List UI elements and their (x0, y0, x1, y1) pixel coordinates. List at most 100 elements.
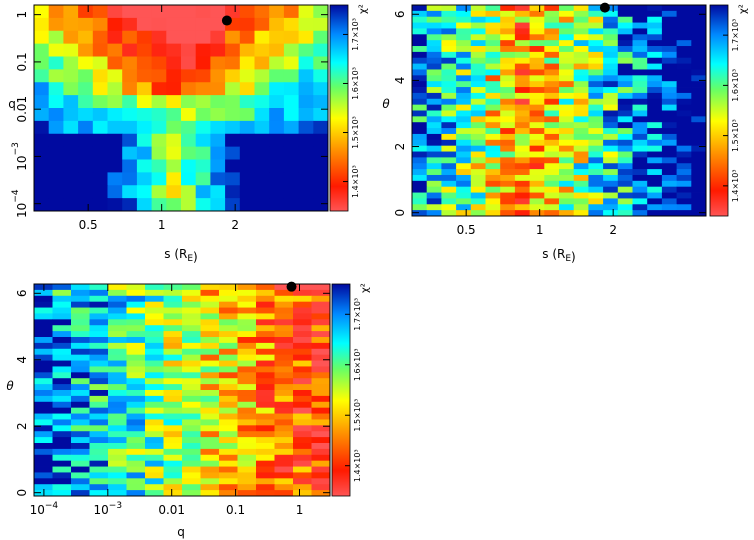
heatmap-cell (89, 313, 109, 320)
heatmap-cell (573, 98, 589, 106)
heatmap-cell (588, 16, 604, 23)
heatmap-cell (256, 413, 275, 420)
heatmap-cell (63, 43, 79, 57)
heatmap-cell (89, 407, 109, 414)
heatmap-cell (210, 30, 226, 45)
heatmap-cell (48, 56, 64, 70)
heatmap-cell (71, 348, 90, 356)
heatmap-cell (470, 186, 486, 193)
heatmap-cell (485, 133, 501, 141)
heatmap-cell (200, 431, 220, 438)
heatmap-cell (632, 151, 648, 158)
heatmap-cell (311, 284, 331, 291)
heatmap-cell (283, 82, 299, 96)
heatmap-cell (52, 407, 72, 414)
heatmap-cell (485, 186, 501, 193)
heatmap-cell (500, 57, 516, 65)
heatmap-cell (274, 413, 294, 420)
heatmap-cell (163, 289, 183, 297)
heatmap-cell (63, 172, 79, 186)
heatmap-cell (34, 198, 50, 212)
heatmap-cell (573, 81, 589, 88)
heatmap-cell (71, 284, 90, 291)
heatmap-cell (34, 384, 53, 391)
heatmap-cell (71, 390, 90, 397)
heatmap-cell (200, 342, 220, 350)
heatmap-cell (661, 22, 677, 29)
heatmap-cell (48, 159, 64, 173)
heatmap-cell (136, 82, 152, 96)
heatmap-cell (210, 133, 226, 148)
heatmap-cell (239, 43, 255, 57)
heatmap-cell (136, 69, 152, 83)
heatmap-cell (256, 425, 275, 432)
plot-frame-q-theta (33, 283, 331, 497)
heatmap-cell (661, 104, 677, 111)
heatmap-cell (691, 22, 707, 29)
heatmap-cell (256, 478, 275, 485)
heatmap-cell (274, 431, 294, 438)
heatmap-cell (256, 390, 275, 397)
heatmap-cell (661, 110, 677, 117)
heatmap-cell (544, 87, 560, 94)
heatmap-cell (456, 116, 472, 123)
heatmap-cell (647, 157, 663, 164)
heatmap-cell (298, 185, 314, 199)
heatmap-cell (676, 180, 692, 188)
heatmap-cell (632, 163, 648, 170)
heatmap-cell (426, 169, 442, 176)
heatmap-cell (293, 289, 312, 297)
heatmap-cell (48, 82, 64, 96)
heatmap-cell (34, 120, 50, 135)
heatmap-cell (441, 10, 457, 18)
heatmap-cell (195, 198, 211, 212)
heatmap-cell (151, 146, 167, 160)
heatmap-cell (107, 56, 123, 70)
heatmap-cell (200, 366, 220, 373)
heatmap-cell (676, 75, 692, 82)
heatmap-cell (559, 75, 575, 82)
heatmap-cell (514, 139, 530, 147)
heatmap-cell (298, 17, 314, 32)
heatmap-cell (514, 34, 530, 41)
heatmap-cell (441, 69, 457, 76)
heatmap-cell (163, 454, 183, 462)
heatmap-cell (107, 5, 123, 19)
heatmap-cell (219, 354, 238, 361)
heatmap-cell (617, 198, 633, 205)
x-tick-label: 1 (158, 218, 166, 232)
heatmap-cell (239, 172, 255, 186)
heatmap-cell (89, 319, 109, 326)
heatmap-cell (151, 17, 167, 32)
heatmap-cell (470, 51, 486, 59)
colorbar-gradient-s-theta (709, 4, 729, 217)
heatmap-cell (544, 5, 560, 12)
heatmap-cell (293, 490, 312, 497)
heatmap-cell (166, 82, 182, 96)
heatmap-cell (166, 69, 182, 83)
heatmap-cell (617, 157, 633, 164)
heatmap-cell (108, 425, 127, 432)
heatmap-cell (256, 360, 275, 367)
heatmap-cell (676, 92, 692, 100)
heatmap-cell (311, 395, 331, 403)
heatmap-cell (456, 22, 472, 29)
heatmap-cell (293, 384, 312, 391)
heatmap-cell (559, 57, 575, 65)
heatmap-cell (200, 390, 220, 397)
heatmap-cell (632, 87, 648, 94)
heatmap-cell (182, 460, 201, 467)
heatmap-cell (200, 419, 220, 426)
heatmap-cell (269, 146, 285, 160)
heatmap-cell (412, 122, 428, 129)
colorbar-gradient-q-theta (331, 283, 351, 497)
best-fit-marker-q-theta (286, 281, 297, 292)
heatmap-cell (107, 95, 123, 109)
heatmap-cell (676, 186, 692, 193)
heatmap-cell (514, 180, 530, 188)
heatmap-cell (617, 204, 633, 211)
heatmap-cell (293, 437, 312, 444)
heatmap-cell (200, 395, 220, 403)
heatmap-cell (603, 169, 619, 176)
heatmap-cell (200, 378, 220, 385)
